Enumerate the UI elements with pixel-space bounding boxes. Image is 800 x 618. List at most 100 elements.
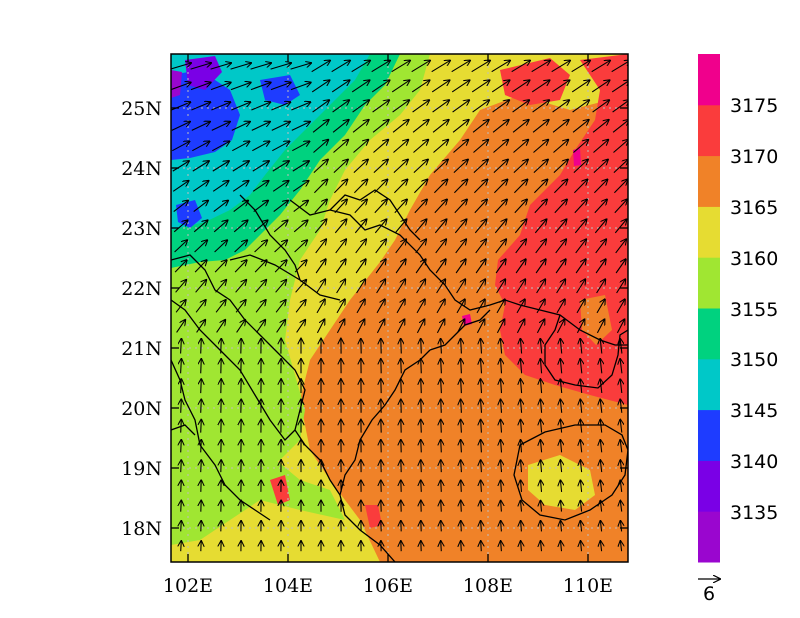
- wind-vector-arrow: [594, 179, 607, 194]
- wind-vector-arrow: [611, 60, 628, 73]
- wind-vector-arrow: [441, 399, 442, 413]
- wind-vector-arrow: [476, 299, 485, 314]
- wind-vector-arrow: [471, 80, 490, 93]
- wind-vector-arrow: [414, 179, 427, 194]
- wind-vector-arrow: [175, 300, 186, 313]
- wind-vector-arrow: [394, 199, 407, 214]
- wind-vector-arrow: [595, 239, 607, 254]
- wind-vector-arrow: [561, 500, 562, 512]
- wind-vector-arrow: [435, 259, 446, 274]
- wind-vector-arrow: [496, 299, 505, 314]
- wind-vector-arrow: [461, 521, 462, 532]
- wind-vector-arrow: [334, 219, 346, 234]
- wind-vector-arrow: [600, 339, 602, 354]
- wind-vector-arrow: [270, 82, 291, 91]
- colorbar-swatch: [698, 358, 720, 411]
- wind-vector-arrow: [194, 260, 207, 273]
- wind-vector-arrow: [196, 320, 206, 333]
- wind-vector-arrow: [616, 319, 624, 334]
- wind-vector-arrow: [334, 179, 347, 194]
- wind-vector-arrow: [454, 179, 467, 194]
- wind-vector-arrow: [521, 521, 522, 532]
- colorbar-label: 3140: [730, 451, 778, 473]
- wind-vector-arrow: [421, 339, 422, 354]
- wind-vector-arrow: [436, 319, 444, 334]
- wind-vector-arrow: [174, 240, 188, 253]
- wind-vector-arrow: [392, 120, 409, 133]
- wind-vector-arrow: [512, 120, 529, 133]
- wind-vector-arrow: [616, 279, 626, 294]
- wind-vector-arrow: [574, 219, 586, 234]
- wind-vector-arrow: [500, 339, 501, 354]
- wind-vector-arrow: [492, 100, 510, 113]
- wind-vector-arrow: [441, 440, 442, 453]
- wind-vector-arrow: [572, 120, 589, 133]
- wind-vector-arrow: [373, 140, 389, 153]
- wind-vector-arrow: [595, 259, 606, 274]
- wind-vector-arrow: [433, 159, 448, 174]
- wind-vector-arrow: [580, 460, 581, 473]
- wind-vector-arrow: [600, 419, 601, 433]
- colorbar-swatch: [698, 409, 720, 461]
- wind-vector-arrow: [252, 181, 269, 192]
- wind-vector-arrow: [461, 359, 462, 374]
- wind-vector-arrow: [451, 60, 471, 73]
- wind-vector-arrow: [541, 500, 542, 512]
- wind-vector-arrow: [456, 319, 464, 334]
- wind-vector-arrow: [371, 60, 391, 73]
- wind-vector-arrow: [391, 60, 411, 73]
- wind-vector-arrow: [521, 541, 522, 552]
- wind-vector-arrow: [392, 100, 410, 113]
- colorbar-swatch: [698, 54, 720, 106]
- wind-vector-arrow: [452, 100, 470, 113]
- wind-vector-arrow: [210, 63, 232, 70]
- axis-ticks: [171, 54, 628, 562]
- wind-vector-arrow: [250, 82, 271, 91]
- wind-vector-arrow: [175, 280, 187, 293]
- wind-vector-arrow: [461, 440, 462, 453]
- wind-vector-arrow: [461, 500, 462, 512]
- wind-vector-arrow: [232, 181, 249, 192]
- wind-vector-arrow: [540, 419, 541, 433]
- wind-vector-arrow: [454, 199, 467, 214]
- wind-vector-arrow: [580, 521, 581, 532]
- y-tick-label: 21N: [121, 338, 162, 360]
- wind-vector-arrow: [536, 299, 545, 314]
- wind-vector-arrow: [596, 299, 605, 314]
- plot-frame: [170, 53, 629, 563]
- wind-vector-arrow: [481, 399, 482, 413]
- wind-vector-arrow: [394, 179, 407, 194]
- wind-vector-arrow: [434, 219, 446, 234]
- wind-vector-arrow: [540, 399, 541, 413]
- wind-vector-arrow: [421, 359, 422, 374]
- wind-vector-arrow: [520, 399, 521, 413]
- wind-vector-arrow: [453, 159, 468, 174]
- wind-vector-arrow: [532, 120, 549, 133]
- wind-vector-arrow: [556, 299, 565, 314]
- wind-vector-arrow: [401, 359, 402, 374]
- wind-vector-arrow: [501, 419, 502, 433]
- wind-vector-arrow: [461, 480, 462, 492]
- wind-vector-arrow: [521, 440, 522, 453]
- wind-vector-arrow: [214, 240, 228, 253]
- wind-vector-arrow: [441, 541, 442, 552]
- wind-vector-arrow: [353, 140, 369, 153]
- wind-vector-arrow: [292, 161, 309, 172]
- wind-vector-arrow: [593, 159, 608, 174]
- wind-vector-arrow: [393, 140, 409, 153]
- wind-vector-arrow: [171, 82, 191, 91]
- wind-vector-arrow: [554, 199, 567, 214]
- wind-vector-arrow: [452, 120, 469, 133]
- wind-vector-arrow: [516, 299, 525, 314]
- wind-vector-arrow: [193, 220, 208, 233]
- wind-vector-arrow: [496, 279, 506, 294]
- wind-vector-arrow: [456, 299, 465, 314]
- y-tick-labels: 18N 19N 20N 21N 22N 23N 24N 25N: [121, 98, 162, 540]
- wind-vector-arrow: [441, 379, 442, 394]
- wind-vector-arrow: [620, 460, 621, 473]
- x-tick-labels: 102E 104E 106E 108E 110E: [163, 575, 613, 597]
- colorbar-label: 3175: [730, 95, 778, 117]
- wind-vector-arrow: [415, 259, 426, 274]
- wind-vector-arrow: [461, 379, 462, 394]
- wind-vector-arrow: [415, 239, 427, 254]
